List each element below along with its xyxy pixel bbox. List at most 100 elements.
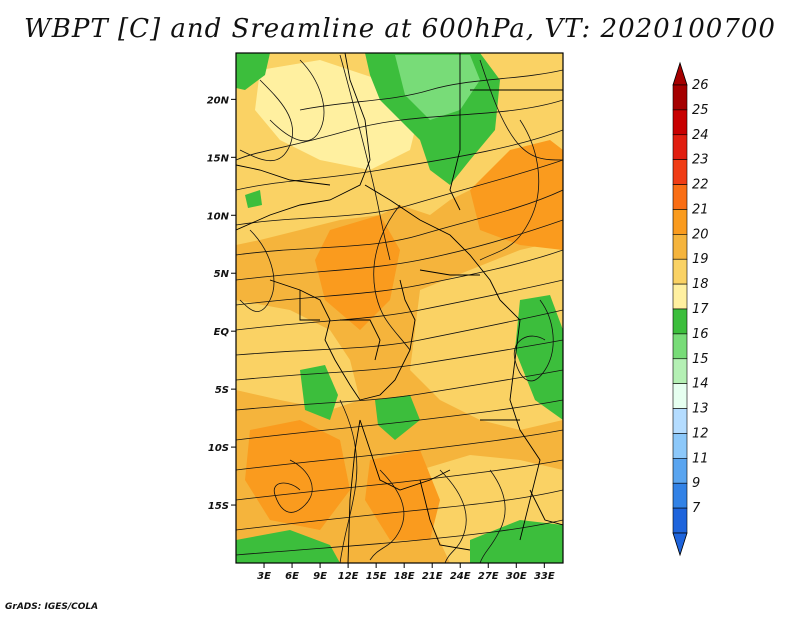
- streamline: [299, 69, 563, 111]
- country-borders: [236, 53, 563, 563]
- border-line: [340, 319, 381, 361]
- colorbar-label: 13: [692, 402, 709, 417]
- streamline: [513, 299, 554, 382]
- colorbar-segment: [672, 333, 688, 360]
- colorbar-segment: [672, 209, 688, 235]
- colorbar-segment: [672, 482, 688, 509]
- border-line: [299, 290, 320, 321]
- streamline: [439, 469, 467, 563]
- colorbar-segment: [672, 159, 688, 185]
- lon-tick-label: 27E: [478, 571, 499, 582]
- colorbar-label: 12: [692, 426, 709, 441]
- field-region-orange-sw: [245, 420, 350, 530]
- streamline: [236, 129, 563, 191]
- lon-tick-label: 30E: [506, 571, 527, 582]
- field-region-yellow-east: [410, 240, 563, 430]
- colorbar-label: 19: [692, 252, 709, 267]
- lon-tick-label: 9E: [313, 571, 327, 582]
- lat-tick-label: EQ: [214, 327, 230, 338]
- lat-tick-label: 5S: [215, 385, 229, 396]
- lon-tick-label: 24E: [450, 571, 471, 582]
- lon-tick-label: 33E: [534, 571, 555, 582]
- field-region-green-nw-spot: [245, 190, 262, 208]
- colorbar-label: 20: [692, 227, 709, 242]
- colorbar-label: 11: [692, 451, 709, 466]
- latitude-axis: 20N 15N 10N 5N EQ 5S 10S 15S: [207, 95, 236, 512]
- field-region-lightgreen-north: [395, 55, 480, 120]
- lon-tick-label: 15E: [366, 571, 387, 582]
- streamline: [236, 219, 563, 281]
- colorbar-label: 26: [692, 78, 709, 93]
- colorbar-label: 25: [692, 103, 709, 118]
- colorbar-segment: [672, 109, 688, 136]
- streamline: [236, 339, 563, 381]
- field-region-orange-se: [365, 450, 440, 540]
- colorbar-bottom-arrow: [672, 532, 688, 557]
- border-line: [359, 279, 416, 401]
- border-line: [364, 184, 501, 301]
- border-line: [236, 53, 371, 231]
- field-region-green-nw: [236, 53, 270, 90]
- colorbar-segment: [672, 134, 688, 160]
- colorbar-label: 21: [692, 202, 709, 217]
- colorbar-label: 22: [692, 178, 709, 193]
- streamline: [236, 159, 563, 226]
- colorbar-label: 14: [692, 377, 709, 392]
- lat-tick-label: 20N: [207, 95, 230, 106]
- colorbar-label: 24: [692, 128, 709, 143]
- colorbar-label: 17: [692, 302, 709, 317]
- streamline: [236, 429, 563, 471]
- colorbar-label: 7: [692, 501, 701, 516]
- colorbar-label: 23: [692, 153, 709, 168]
- colorbar-top-arrow: [672, 61, 688, 86]
- field-region-green-west: [300, 365, 338, 420]
- lon-tick-label: 6E: [285, 571, 299, 582]
- field-region-green-se: [470, 520, 563, 563]
- colorbar-segment: [672, 184, 688, 210]
- border-line: [419, 479, 471, 551]
- colorbar-label: 18: [692, 277, 709, 292]
- streamline: [479, 469, 506, 563]
- streamline: [236, 489, 563, 531]
- streamline: [273, 459, 313, 513]
- lat-tick-label: 10S: [208, 443, 229, 454]
- colorbar-segment: [672, 84, 688, 111]
- border-line: [449, 53, 461, 211]
- colorbar-segment: [672, 358, 688, 384]
- streamline: [239, 79, 294, 162]
- border-line: [347, 419, 361, 563]
- colorbar-segment: [672, 408, 688, 434]
- colorbar-label: 16: [692, 327, 709, 342]
- streamline: [269, 59, 325, 142]
- streamline: [239, 229, 275, 312]
- border-line: [236, 164, 331, 186]
- lat-tick-label: 10N: [207, 211, 230, 222]
- lat-tick-label: 5N: [214, 269, 230, 280]
- longitude-axis: 3E 6E 9E 12E 15E 18E 21E 24E 27E 30E 33E: [257, 563, 555, 582]
- lon-tick-label: 18E: [394, 571, 415, 582]
- footer-credit: GrADS: IGES/COLA: [5, 602, 99, 612]
- streamline: [236, 369, 563, 411]
- streamline: [479, 59, 563, 161]
- streamline: [236, 279, 563, 331]
- colorbar-segment: [672, 234, 688, 260]
- streamline: [236, 399, 563, 441]
- colorbar: 26 25 24 23 22 21 20 19 18 17 16 15 14 13 12 11 9 7: [672, 61, 709, 557]
- streamline: [339, 54, 391, 261]
- colorbar-label: 15: [692, 352, 709, 367]
- colorbar-segment: [672, 507, 688, 534]
- field-region-green-south: [236, 530, 340, 563]
- border-line: [359, 419, 451, 491]
- streamline: [236, 99, 563, 161]
- border-line: [419, 269, 480, 276]
- field-region-green-east: [515, 295, 563, 420]
- colorbar-segment: [672, 433, 688, 459]
- streamline: [339, 399, 358, 563]
- streamline: [236, 189, 563, 256]
- lat-tick-label: 15S: [208, 501, 229, 512]
- colorbar-segment: [672, 283, 688, 310]
- map-title: WBPT [C] and Sreamline at 600hPa, VT: 20…: [24, 14, 776, 44]
- border-line: [269, 279, 361, 401]
- streamline: [479, 119, 540, 261]
